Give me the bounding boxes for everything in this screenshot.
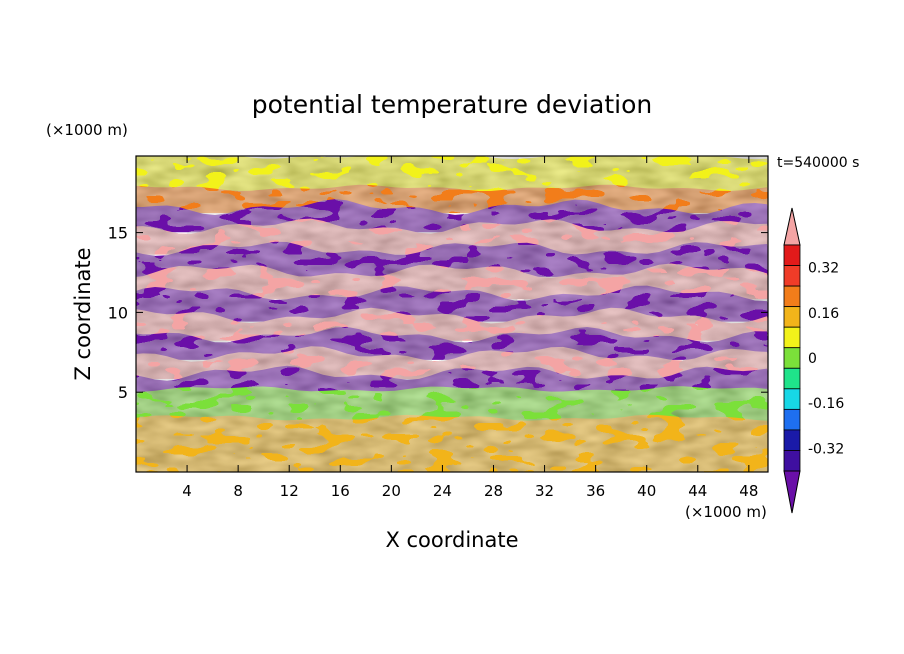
x-tick-label: 32 <box>535 482 554 500</box>
x-tick-label: 28 <box>484 482 503 500</box>
x-tick-label: 16 <box>331 482 350 500</box>
y-tick-label: 5 <box>118 383 128 402</box>
x-tick-label: 20 <box>382 482 401 500</box>
colorbar-box <box>783 326 801 349</box>
x-axis: 4 8 12 16 20 24 28 32 36 40 44 48 <box>182 156 758 500</box>
x-unit-label: (×1000 m) <box>685 503 767 521</box>
colorbar-label: 0 <box>808 351 817 367</box>
colorbar-label: 0.16 <box>808 306 839 322</box>
x-tick-label: 36 <box>586 482 605 500</box>
x-axis-label: X coordinate <box>385 528 518 552</box>
colorbar-box <box>783 285 801 308</box>
colorbar-box <box>783 265 801 287</box>
texture-layer <box>136 156 768 472</box>
colorbar: 0.32 0.16 0 -0.16 -0.32 <box>783 207 844 514</box>
x-tick-label: 44 <box>688 482 707 500</box>
colorbar-box <box>783 429 801 451</box>
x-tick-label: 8 <box>233 482 243 500</box>
colorbar-label: -0.32 <box>808 441 844 457</box>
colorbar-box <box>783 347 801 369</box>
chart-title: potential temperature deviation <box>252 90 652 119</box>
x-tick-label: 4 <box>182 482 192 500</box>
turbulence-texture <box>136 156 768 472</box>
plot-area <box>136 156 768 472</box>
x-tick-label: 24 <box>433 482 452 500</box>
colorbar-label: -0.16 <box>808 396 844 412</box>
colorbar-box <box>783 306 801 328</box>
plot-frame <box>135 155 769 473</box>
colorbar-extend-low <box>783 470 801 514</box>
colorbar-box <box>783 244 801 266</box>
y-tick-label: 15 <box>108 224 128 243</box>
colorbar-box <box>783 408 801 431</box>
colorbar-box <box>783 388 801 410</box>
x-tick-label: 12 <box>280 482 299 500</box>
colorbar-label: 0.32 <box>808 261 839 277</box>
y-unit-label: (×1000 m) <box>46 121 128 139</box>
colorbar-box <box>783 367 801 390</box>
time-label: t=540000 s <box>777 155 859 171</box>
x-tick-label: 48 <box>739 482 758 500</box>
y-axis: 5 10 15 <box>108 224 768 402</box>
colorbar-box <box>783 450 801 472</box>
colorbar-extend-high <box>783 207 801 246</box>
x-tick-label: 40 <box>637 482 656 500</box>
y-axis-label: Z coordinate <box>71 247 95 380</box>
y-tick-label: 10 <box>108 303 128 322</box>
